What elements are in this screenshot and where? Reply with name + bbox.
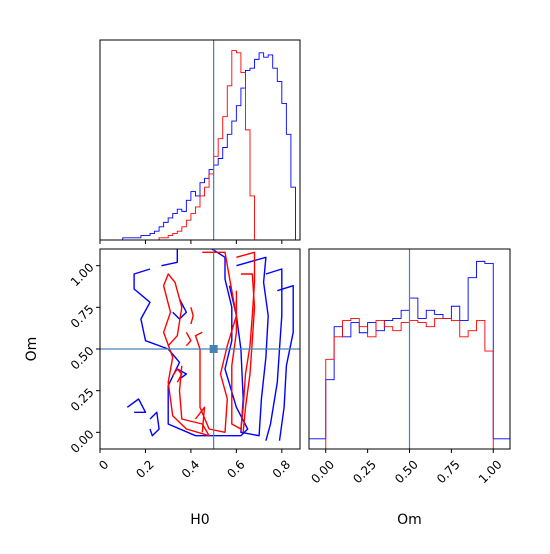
- contour-series-2-level-8: [194, 406, 206, 433]
- truth-marker: [209, 345, 218, 353]
- contour-series-1-level-3: [228, 256, 269, 437]
- contour-series-1-level-6: [172, 298, 188, 320]
- contour-series-2-level-2: [231, 251, 256, 430]
- contour-series-2-level-7: [172, 368, 183, 383]
- contour-series-1-level-1: [133, 249, 249, 437]
- x-axis-title-h0: H0: [190, 512, 209, 528]
- contour-series-1-level-7: [176, 368, 188, 380]
- contour-series-2-level-6: [185, 331, 192, 347]
- h0-hist-frame: [99, 39, 301, 241]
- contour-series-2-level-4: [162, 273, 210, 437]
- y-axis-title-om: Om: [24, 337, 40, 362]
- contour-series-1-level-8: [126, 398, 147, 413]
- contour-plot-area: [100, 249, 300, 449]
- contour-series-2-level-5: [190, 307, 194, 325]
- contour-series-2-level-1: [194, 251, 238, 433]
- contour-series-2-level-3: [240, 273, 256, 433]
- x-axis-title-om: Om: [397, 512, 422, 528]
- contour-series-1-level-9: [149, 411, 160, 437]
- h0-histogram-panel: [99, 39, 301, 244]
